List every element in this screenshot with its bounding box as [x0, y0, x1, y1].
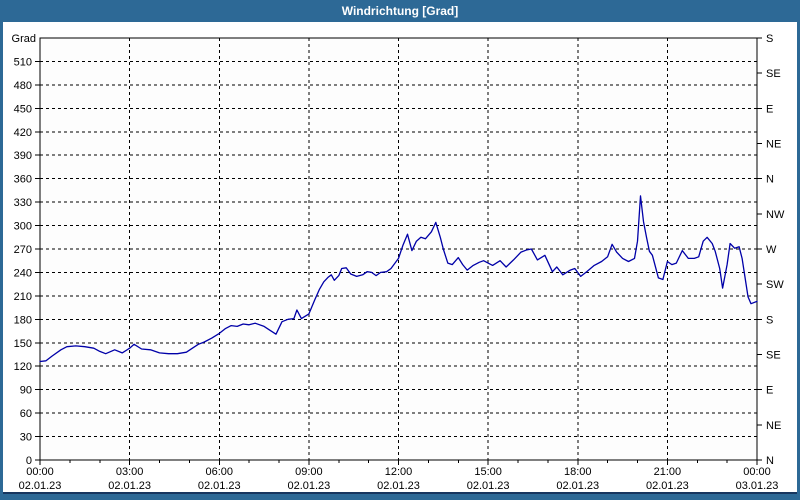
compass-tick-label: S	[766, 314, 773, 326]
y-left-tick-label: 510	[14, 56, 32, 68]
y-left-tick-label: 210	[14, 291, 32, 303]
y-left-tick-label: 300	[14, 221, 32, 233]
y-axis-left: 0 30 60 90 120 150 180 210 240 270 300 330 360 390 420…	[12, 33, 40, 467]
x-time-tick-label: 18:00	[564, 466, 592, 478]
x-time-tick-label: 21:00	[654, 466, 682, 478]
x-time-tick-label: 09:00	[295, 466, 323, 478]
x-time-tick-label: 03:00	[116, 466, 144, 478]
compass-tick-label: N	[766, 455, 774, 467]
compass-tick-label: W	[766, 244, 777, 256]
x-time-tick-label: 06:00	[205, 466, 233, 478]
x-date-tick-label: 02.01.23	[198, 480, 241, 492]
series-line-windrichtung	[39, 195, 758, 363]
y-left-tick-label: 450	[14, 103, 32, 115]
x-time-tick-label: 15:00	[474, 466, 502, 478]
x-date-tick-label: 02.01.23	[646, 480, 689, 492]
x-date-tick-label: 02.01.23	[377, 480, 420, 492]
y-left-tick-label: 270	[14, 244, 32, 256]
y-axis-right-compass: N NE E SE S SW W NW N NE E SE S	[757, 33, 785, 467]
compass-tick-label: N	[766, 174, 774, 186]
x-date-tick-label: 02.01.23	[19, 480, 62, 492]
x-time-tick-label: 12:00	[385, 466, 413, 478]
compass-tick-label: SW	[766, 279, 784, 291]
y-left-tick-label: 120	[14, 361, 32, 373]
window-titlebar: Windrichtung [Grad]	[0, 0, 800, 22]
x-date-tick-label: 02.01.23	[287, 480, 330, 492]
y-left-tick-label: 390	[14, 150, 32, 162]
y-left-tick-label: 0	[26, 455, 32, 467]
compass-tick-label: SE	[766, 350, 781, 362]
vertical-gridlines	[129, 38, 668, 460]
y-left-tick-label: 60	[20, 408, 32, 420]
compass-tick-label: NE	[766, 139, 781, 151]
window-title: Windrichtung [Grad]	[341, 4, 459, 18]
y-left-tick-label: 30	[20, 432, 32, 444]
x-axis-major: 00:00 02.01.23 03:00 02.01.23 06:00 02.01.23 0…	[19, 460, 779, 492]
compass-tick-label: NE	[766, 420, 781, 432]
compass-tick-label: S	[766, 33, 773, 45]
x-time-tick-label: 00:00	[26, 466, 54, 478]
y-axis-unit-label: Grad	[12, 33, 36, 45]
y-left-tick-label: 420	[14, 127, 32, 139]
x-date-tick-label: 02.01.23	[467, 480, 510, 492]
y-left-tick-label: 90	[20, 385, 32, 397]
y-left-tick-label: 330	[14, 197, 32, 209]
wind-direction-series	[39, 195, 758, 363]
x-time-tick-label: 00:00	[743, 466, 771, 478]
y-left-tick-label: 150	[14, 338, 32, 350]
x-date-tick-label: 03.01.23	[736, 480, 779, 492]
y-left-tick-label: 180	[14, 314, 32, 326]
compass-tick-label: SE	[766, 68, 781, 80]
compass-tick-label: E	[766, 103, 773, 115]
compass-tick-label: E	[766, 385, 773, 397]
y-left-tick-label: 480	[14, 80, 32, 92]
y-left-tick-label: 360	[14, 174, 32, 186]
x-date-tick-label: 02.01.23	[108, 480, 151, 492]
compass-tick-label: NW	[766, 209, 785, 221]
x-date-tick-label: 02.01.23	[556, 480, 599, 492]
y-left-tick-label: 240	[14, 267, 32, 279]
